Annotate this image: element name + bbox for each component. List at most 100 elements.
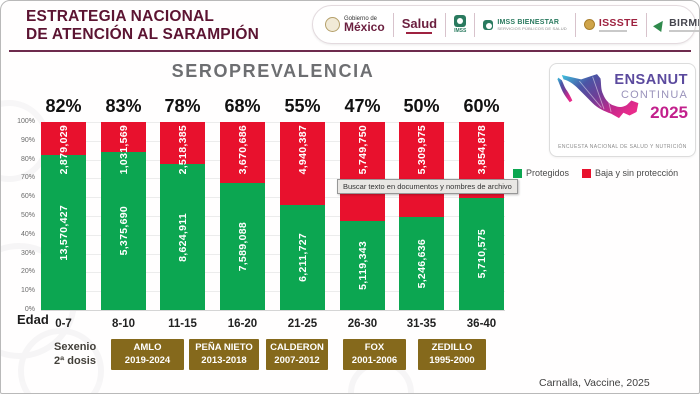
y-axis-tick-label: 50%	[20, 212, 35, 219]
government-logo-bar: Gobierno de México Salud IMSS IMSS BIENE…	[312, 5, 699, 44]
header-divider-line	[9, 50, 691, 52]
birmex-subtitle-bar	[669, 30, 699, 32]
sexenio-label-line2: 2ª dosis	[54, 354, 96, 367]
president-years: 1995-2000	[429, 355, 475, 367]
seroprevalence-percent-label: 68%	[224, 96, 261, 116]
age-group-label: 0-7	[55, 318, 72, 330]
bar-column-36-40: 60% 3,854,878 5,710,575 36-40	[459, 96, 504, 330]
birmex-icon	[653, 17, 668, 32]
sexenio-box-fox: FOX 2001-2006	[343, 339, 406, 370]
y-axis-tick-label: 10%	[20, 287, 35, 295]
y-axis-tick-label: 100%	[17, 118, 35, 125]
salud-logo: Salud	[402, 16, 437, 34]
age-group-label: 36-40	[466, 318, 497, 330]
issste-label: ISSSTE	[598, 17, 639, 29]
president-name: PEÑA NIETO	[195, 342, 253, 353]
page-title: ESTRATEGIA NACIONAL DE ATENCIÓN AL SARAM…	[26, 8, 259, 45]
ensanut-year: 2025	[650, 103, 688, 122]
bar-segment-unprotected: 5,749,750	[340, 122, 385, 221]
imss-bienestar-label: IMSS BIENESTAR	[497, 18, 560, 26]
bar-column-26-30: 47% 5,749,750 5,119,343 26-30	[340, 96, 385, 330]
gridline	[41, 159, 505, 161]
legend-swatch	[513, 168, 522, 178]
president-name: AMLO	[133, 342, 162, 353]
imss-logo: IMSS	[454, 15, 466, 34]
salud-subtitle-bar	[406, 31, 433, 34]
seroprevalence-percent-label: 78%	[164, 96, 201, 116]
bar-column-8-10: 83% 1,031,569 5,375,690 8-10	[101, 96, 146, 330]
sexenio-box-peña-nieto: PEÑA NIETO 2013-2018	[189, 339, 259, 370]
imss-bienestar-logo: IMSS BIENESTAR SERVICIOS PÚBLICOS DE SAL…	[483, 19, 567, 31]
gridline	[41, 140, 505, 142]
unprotected-value-label: 4,940,387	[296, 125, 309, 175]
bar-column-31-35: 50% 5,309,975 5,246,636 31-35	[399, 96, 444, 330]
birmex-label: BIRMEX	[669, 17, 699, 29]
gridline	[41, 272, 505, 274]
age-group-label: 11-15	[168, 318, 197, 330]
bar-segment-protected: 6,211,727	[280, 205, 325, 310]
ensanut-subtitle: ENCUESTA NACIONAL DE SALUD Y NUTRICIÓN	[558, 144, 687, 150]
issste-icon	[583, 19, 595, 30]
bar-segment-unprotected: 3,670,686	[220, 122, 265, 183]
seroprevalence-percent-label: 82%	[45, 96, 82, 116]
gridline	[41, 291, 505, 293]
unprotected-value-label: 1,031,569	[117, 125, 130, 175]
protected-value-label: 5,246,636	[415, 238, 428, 289]
salud-label: Salud	[401, 15, 438, 31]
y-axis: 100% 90% 80% 70% 60% 50% 40% 30% 20% 10% 0%	[1, 118, 37, 313]
gridline	[41, 122, 505, 123]
sexenio-box-amlo: AMLO 2019-2024	[111, 339, 184, 370]
protected-value-label: 8,624,911	[176, 212, 189, 262]
sexenio-label-line1: Sexenio	[54, 341, 97, 353]
seroprevalence-percent-label: 50%	[403, 96, 440, 116]
seroprevalence-percent-label: 47%	[344, 96, 381, 116]
protected-value-label: 5,119,343	[356, 241, 369, 290]
president-name: FOX	[364, 342, 385, 353]
y-axis-tick-label: 90%	[20, 136, 35, 144]
protected-value-label: 13,570,427	[57, 204, 70, 261]
unprotected-value-label: 2,879,029	[57, 125, 70, 175]
page-title-line2: DE ATENCIÓN AL SARAMPIÓN	[26, 26, 260, 44]
chart-legend: Protegidos Baja y sin protección	[513, 168, 678, 178]
bar-column-16-20: 68% 3,670,686 7,589,088 16-20	[220, 96, 265, 330]
unprotected-value-label: 3,854,878	[475, 125, 488, 175]
sexenio-label: Sexenio 2ª dosis	[54, 341, 96, 369]
issste-subtitle-bar	[598, 30, 627, 32]
ensanut-badge: ENSANUT CONTINUA 2025 ENCUESTA NACIONAL …	[549, 63, 696, 157]
protected-value-label: 7,589,088	[236, 221, 249, 272]
legend-item-unprotected: Baja y sin protección	[582, 168, 678, 178]
sexenio-box-zedillo: ZEDILLO 1995-2000	[418, 339, 486, 370]
gobierno-label-big: México	[344, 20, 385, 35]
bar-segment-unprotected: 4,940,387	[280, 122, 325, 205]
gridline	[41, 216, 505, 217]
legend-item-protected: Protegidos	[513, 168, 569, 178]
logo-divider	[474, 12, 476, 37]
stacked-bar-chart: 82% 2,879,029 13,570,427 0-7 83% 1,031,569 5,3…	[41, 96, 505, 330]
unprotected-value-label: 5,749,750	[356, 125, 369, 175]
gobierno-de-mexico-logo: Gobierno de México	[325, 16, 385, 33]
issste-logo: ISSSTE	[583, 17, 639, 32]
seroprevalence-percent-label: 83%	[105, 96, 142, 116]
bar-segment-unprotected: 2,518,385	[160, 122, 205, 174]
president-years: 2019-2024	[124, 355, 171, 367]
ensanut-continua: CONTINUA	[620, 89, 688, 101]
president-name: ZEDILLO	[431, 342, 473, 353]
bar-segment-protected: 5,246,636	[399, 217, 444, 310]
page-title-line1: ESTRATEGIA NACIONAL	[26, 8, 215, 25]
legend-swatch	[582, 168, 592, 178]
protected-value-label: 5,710,575	[475, 229, 488, 279]
y-axis-tick-label: 40%	[20, 230, 35, 238]
y-axis-tick-label: 30%	[20, 249, 35, 257]
unprotected-value-label: 3,670,686	[236, 125, 249, 175]
protected-value-label: 5,375,690	[117, 206, 130, 256]
age-group-label: 21-25	[287, 318, 318, 330]
bar-segment-protected: 5,375,690	[101, 152, 146, 310]
protected-value-label: 6,211,727	[296, 233, 309, 282]
unprotected-value-label: 2,518,385	[176, 125, 189, 175]
mexico-map-graphic	[557, 74, 639, 119]
logo-divider	[574, 12, 576, 37]
age-group-label: 8-10	[111, 318, 136, 330]
logo-divider	[646, 12, 648, 37]
bar-segment-unprotected: 1,031,569	[101, 122, 146, 174]
